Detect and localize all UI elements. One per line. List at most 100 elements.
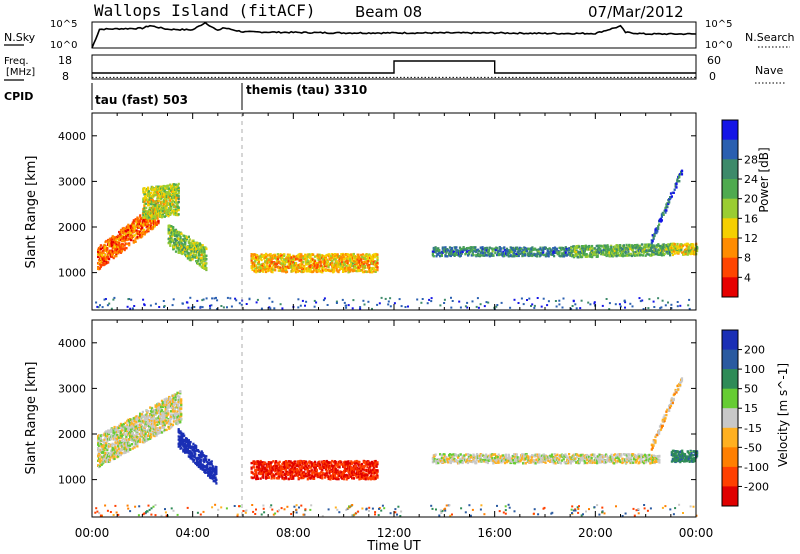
heatmap-cell	[128, 243, 131, 247]
heatmap-cell	[636, 243, 639, 247]
heatmap-cell	[552, 247, 555, 250]
heatmap-cell	[621, 254, 625, 258]
heatmap-cell	[687, 245, 690, 248]
heatmap-cell	[644, 254, 647, 257]
heatmap-cell	[271, 261, 274, 264]
heatmap-cell	[130, 238, 133, 242]
heatmap-cell	[367, 260, 370, 263]
heatmap-cell	[627, 250, 630, 254]
heatmap-cell	[547, 300, 550, 303]
heatmap-cell	[262, 270, 265, 273]
heatmap-cell	[161, 215, 164, 218]
heatmap-cell	[303, 269, 306, 273]
nsky-tick-bottom: 10^0	[50, 40, 77, 51]
heatmap-cell	[284, 263, 287, 266]
heatmap-cell	[519, 252, 522, 255]
heatmap-cell	[187, 247, 190, 251]
heatmap-cell	[262, 268, 265, 271]
heatmap-cell	[616, 246, 619, 249]
heatmap-cell	[116, 237, 119, 240]
heatmap-cell	[524, 252, 527, 256]
heatmap-cell	[530, 248, 533, 251]
heatmap-cell	[211, 297, 214, 300]
heatmap-cell	[102, 249, 105, 252]
heatmap-cell	[110, 428, 113, 431]
heatmap-cell	[108, 456, 111, 460]
heatmap-cell	[250, 259, 253, 262]
heatmap-cell	[202, 260, 205, 263]
heatmap-cell	[165, 195, 168, 198]
heatmap-cell	[466, 306, 469, 309]
heatmap-cell	[176, 244, 179, 247]
heatmap-cell	[657, 225, 660, 228]
heatmap-cell	[329, 258, 332, 262]
nsky-label: N.Sky	[4, 31, 36, 44]
heatmap-cell	[112, 242, 115, 245]
heatmap-cell	[507, 255, 510, 258]
heatmap-cell	[133, 229, 136, 232]
heatmap-cell	[163, 189, 166, 192]
heatmap-cell	[581, 255, 584, 259]
heatmap-cell	[127, 223, 130, 227]
heatmap-cell	[573, 249, 576, 252]
heatmap-cell	[101, 306, 104, 309]
cpid-strip: CPID tau (fast) 503 themis (tau) 3310	[4, 83, 367, 110]
heatmap-cell	[656, 250, 659, 253]
power-heatmap	[95, 169, 699, 311]
heatmap-cell	[304, 304, 306, 307]
heatmap-cell	[512, 246, 515, 250]
heatmap-cell	[151, 431, 154, 435]
heatmap-cell	[588, 246, 591, 249]
heatmap-cell	[295, 264, 298, 268]
heatmap-cell	[147, 227, 150, 230]
heatmap-cell	[670, 195, 673, 198]
heatmap-cell	[294, 258, 298, 261]
heatmap-cell	[153, 188, 156, 191]
heatmap-cell	[191, 258, 194, 261]
heatmap-cell	[130, 422, 133, 425]
heatmap-cell	[198, 264, 201, 267]
heatmap-cell	[202, 246, 205, 249]
heatmap-cell	[112, 450, 115, 454]
heatmap-cell	[471, 252, 474, 255]
heatmap-cell	[503, 254, 506, 258]
heatmap-cell	[216, 299, 219, 302]
heatmap-cell	[302, 255, 305, 258]
heatmap-cell	[283, 258, 286, 261]
heatmap-cell	[139, 440, 142, 444]
heatmap-cell	[293, 266, 296, 270]
heatmap-cell	[182, 238, 185, 241]
heatmap-cell	[537, 249, 540, 253]
heatmap-cell	[591, 244, 594, 248]
heatmap-cell	[147, 223, 150, 226]
heatmap-cell	[624, 251, 627, 255]
heatmap-cell	[331, 259, 334, 262]
heatmap-cell	[187, 306, 190, 309]
heatmap-cell	[100, 448, 103, 452]
heatmap-cell	[205, 262, 208, 265]
heatmap-cell	[141, 226, 144, 229]
heatmap-cell	[325, 258, 328, 261]
heatmap-cell	[240, 303, 243, 306]
heatmap-cell	[123, 239, 126, 243]
heatmap-cell	[365, 270, 368, 274]
heatmap-cell	[157, 419, 160, 422]
date-title: 07/Mar/2012	[588, 3, 684, 21]
heatmap-cell	[197, 245, 200, 248]
heatmap-cell	[389, 297, 392, 300]
heatmap-cell	[369, 270, 372, 274]
heatmap-cell	[118, 426, 121, 430]
heatmap-cell	[174, 211, 177, 214]
heatmap-cell	[558, 299, 561, 302]
heatmap-cell	[298, 259, 301, 262]
heatmap-cell	[593, 247, 596, 250]
heatmap-cell	[661, 246, 664, 250]
heatmap-cell	[220, 305, 223, 307]
freq-frame	[91, 54, 697, 80]
heatmap-cell	[292, 259, 295, 263]
heatmap-cell	[235, 299, 238, 302]
heatmap-cell	[522, 303, 525, 306]
heatmap-cell	[616, 254, 619, 257]
heatmap-cell	[175, 238, 178, 242]
heatmap-cell	[572, 254, 575, 257]
